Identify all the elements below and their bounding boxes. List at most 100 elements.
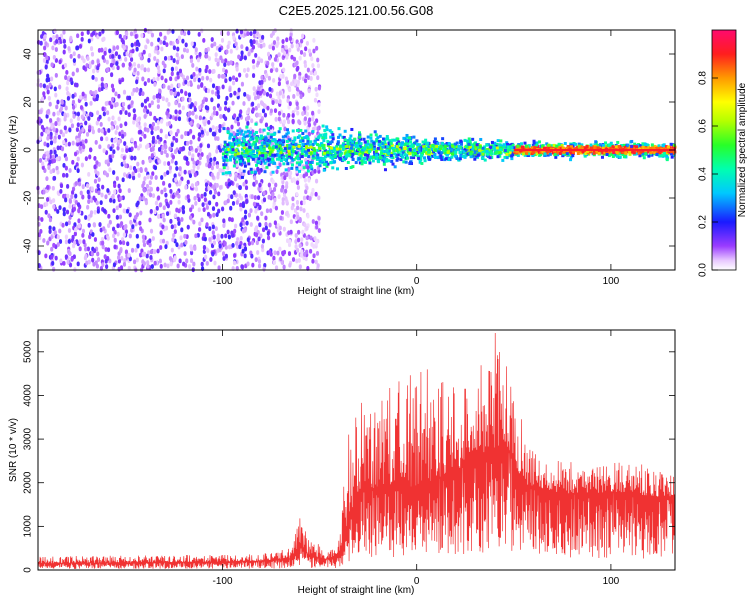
spectrogram-signal-point — [266, 150, 270, 154]
spectrogram-noise-point — [214, 52, 218, 58]
spectrogram-signal-point — [450, 152, 454, 156]
spectrogram-noise-point — [175, 190, 179, 196]
spectrogram-signal-point — [496, 139, 500, 143]
spectrogram-noise-point — [147, 77, 151, 83]
spectrogram-noise-point — [250, 118, 254, 124]
spectrogram-noise-point — [280, 210, 285, 215]
spectrogram-signal-point — [520, 142, 524, 146]
spectrogram-noise-point — [119, 123, 123, 129]
spectrogram-signal-point — [390, 155, 394, 159]
spectrogram-noise-point — [84, 215, 88, 220]
spectrogram-noise-point — [71, 190, 75, 195]
spectrogram-noise-point — [241, 203, 246, 209]
spectrogram-noise-point — [309, 70, 313, 76]
spectrogram-signal-point — [399, 149, 403, 153]
spectrogram-noise-point — [317, 102, 321, 108]
spectrogram-noise-point — [48, 229, 52, 234]
spectrogram-noise-point — [295, 60, 299, 66]
spectrogram-signal-point — [633, 145, 637, 149]
spectrogram-signal-point — [328, 129, 332, 133]
spectrogram-noise-point — [104, 258, 108, 264]
spectrogram-signal-point — [306, 141, 310, 145]
spectrogram-noise-point — [105, 67, 110, 73]
spectrogram-noise-point — [127, 112, 131, 118]
spectrogram-noise-point — [163, 55, 168, 61]
spectrogram-signal-point — [546, 149, 550, 153]
spectrogram-noise-point — [164, 244, 168, 250]
spectrogram-noise-point — [240, 44, 244, 50]
spectrogram-noise-point — [42, 238, 46, 243]
spectrogram-noise-point — [159, 238, 163, 244]
spectrogram-noise-point — [45, 85, 50, 90]
spectrogram-noise-point — [95, 120, 99, 126]
spectrogram-noise-point — [275, 91, 280, 97]
spectrogram-noise-point — [208, 237, 212, 242]
spectrogram-noise-point — [272, 204, 276, 209]
spectrogram-noise-point — [96, 208, 100, 214]
spectrogram-noise-point — [130, 137, 134, 143]
spectrogram-signal-point — [506, 145, 510, 149]
spectrogram-noise-point — [166, 263, 170, 269]
spectrogram-signal-point — [434, 155, 438, 159]
spectrogram-signal-point — [399, 146, 403, 150]
spectrogram-signal-point — [595, 144, 599, 148]
spectrogram-noise-point — [217, 191, 221, 197]
spectrogram-noise-point — [114, 91, 118, 97]
spectrogram-noise-point — [47, 95, 51, 101]
spectrogram-signal-point — [224, 148, 228, 152]
spectrogram-noise-point — [198, 67, 202, 73]
spectrogram-signal-point — [294, 156, 298, 160]
spectrogram-noise-point — [132, 61, 137, 67]
spectrogram-noise-point — [186, 179, 190, 185]
spectrogram-noise-point — [271, 191, 275, 197]
spectrogram-noise-point — [226, 31, 230, 36]
spectrogram-noise-point — [252, 201, 257, 207]
spectrogram-noise-point — [261, 108, 266, 114]
spectrogram-noise-point — [72, 51, 76, 57]
spectrogram-noise-point — [288, 262, 292, 268]
spectrogram-noise-point — [135, 202, 139, 208]
spectrogram-noise-point — [113, 183, 117, 188]
spectrogram-signal-point — [302, 149, 306, 153]
spectrogram-noise-point — [71, 71, 75, 77]
spectrogram-signal-point — [228, 136, 232, 140]
spectrogram-noise-point — [246, 67, 250, 73]
spectrogram-noise-point — [44, 209, 48, 215]
spectrogram-signal-point — [281, 143, 285, 147]
spectrogram-noise-point — [88, 124, 92, 130]
spectrogram-noise-point — [178, 68, 183, 74]
spectrogram-noise-point — [292, 94, 296, 99]
spectrogram-signal-point — [246, 159, 250, 163]
spectrogram-signal-point — [657, 150, 661, 154]
spectrogram-noise-point — [282, 67, 286, 73]
spectrogram-noise-point — [172, 58, 176, 63]
spectrogram-noise-point — [257, 236, 261, 242]
spectrogram-signal-point — [464, 145, 468, 149]
spectrogram-signal-point — [616, 140, 620, 144]
spectrogram-noise-point — [273, 250, 277, 256]
spectrogram-signal-point — [638, 154, 642, 158]
spectrogram-signal-point — [343, 129, 347, 133]
spectrogram-noise-point — [247, 107, 251, 113]
spectrogram-signal-point — [383, 140, 387, 144]
spectrogram-noise-point — [46, 240, 50, 246]
spectrogram-signal-point — [492, 145, 496, 149]
spectrogram-signal-point — [362, 157, 366, 161]
spectrogram-noise-point — [140, 64, 145, 69]
spectrogram-noise-point — [200, 28, 204, 34]
spectrogram-noise-point — [166, 170, 170, 176]
spectrogram-noise-point — [76, 122, 80, 128]
spectrogram-signal-point — [474, 147, 478, 151]
spectrogram-noise-point — [129, 219, 133, 225]
spectrogram-noise-point — [115, 61, 119, 66]
spectrogram-signal-point — [427, 145, 431, 149]
spectrogram-signal-point — [440, 141, 444, 145]
spectrogram-noise-point — [251, 101, 255, 107]
spectrogram-noise-point — [308, 117, 312, 123]
spectrogram-noise-point — [276, 36, 280, 42]
spectrogram-signal-point — [427, 149, 431, 153]
spectrogram-signal-point — [489, 145, 493, 149]
spectrogram-noise-point — [232, 260, 237, 266]
spectrogram-signal-point — [225, 156, 229, 160]
